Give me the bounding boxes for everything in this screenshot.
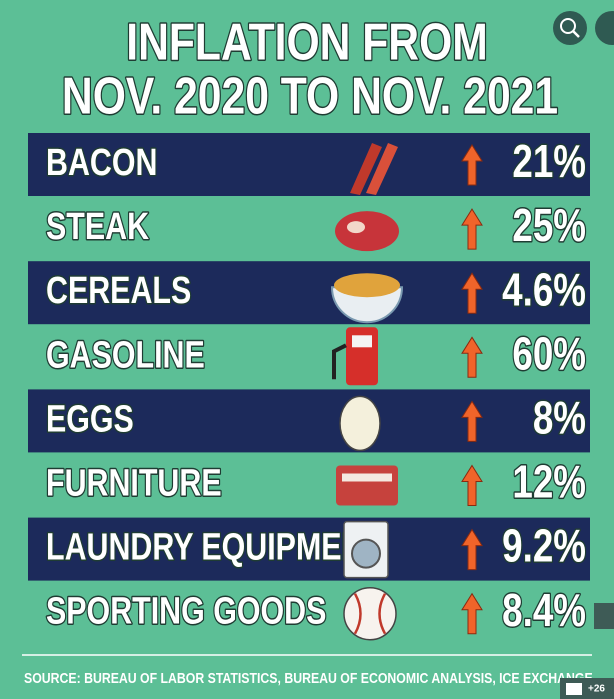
row-label: STEAK <box>46 206 149 248</box>
icon <box>347 221 365 234</box>
icon <box>332 343 347 380</box>
title: NOV. 2020 TO NOV. 2021 <box>62 68 558 126</box>
source: SOURCE: BUREAU OF LABOR STATISTICS, BURE… <box>24 670 593 686</box>
camera-icon <box>566 683 582 695</box>
row-band <box>28 133 590 196</box>
row: SPORTING GOODS 8.4% <box>45 583 588 641</box>
row-label-group: CEREALS <box>45 269 193 314</box>
icon <box>352 335 372 348</box>
row: BACON 21% <box>28 133 590 196</box>
row-value-group: 4.6% <box>501 262 588 317</box>
row-value-group: 9.2% <box>501 518 588 573</box>
row-value: 12% <box>512 456 586 508</box>
row-value: 9.2% <box>502 520 586 572</box>
zoom-out-button[interactable] <box>595 11 614 45</box>
row-band <box>28 261 590 325</box>
up-arrow <box>461 208 483 250</box>
row-label-group: EGGS <box>45 397 136 442</box>
row: GASOLINE 60% <box>45 326 587 386</box>
row-value-group: 12% <box>511 454 587 509</box>
icon <box>330 286 404 324</box>
row-label: CEREALS <box>46 270 191 312</box>
row-label-group: LAUNDRY EQUIPMENT <box>45 525 384 570</box>
row: FURNITURE 12% <box>45 454 588 509</box>
icon <box>339 395 381 452</box>
up-arrow <box>461 528 483 571</box>
row: EGGS 8% <box>28 389 590 453</box>
row-band <box>28 389 590 453</box>
row-label-group: STEAK <box>45 205 151 250</box>
row-value-group: 25% <box>511 198 587 253</box>
row-value: 8.4% <box>502 584 586 636</box>
title-line: INFLATION FROM <box>125 12 489 73</box>
up-arrow <box>461 272 483 314</box>
row-label-group: FURNITURE <box>45 461 223 506</box>
row-value-group: 8% <box>531 390 587 445</box>
row-value: 4.6% <box>502 263 586 315</box>
up-arrow <box>461 464 483 506</box>
row-value-group: 21% <box>511 134 587 189</box>
title-line: NOV. 2020 TO NOV. 2021 <box>61 66 560 127</box>
row: CEREALS 4.6% <box>28 261 590 325</box>
up-arrow <box>461 592 483 635</box>
row-label: BACON <box>46 142 157 184</box>
row-label: SPORTING GOODS <box>46 591 326 633</box>
up-arrow <box>461 144 483 186</box>
icon <box>366 143 398 195</box>
row-label: GASOLINE <box>46 334 205 376</box>
row: LAUNDRY EQUIPMENT 9.2% <box>28 517 590 581</box>
row-value: 21% <box>512 135 586 187</box>
icon <box>342 473 392 482</box>
icon <box>350 143 382 195</box>
row-value: 8% <box>533 392 586 444</box>
zoom-icon <box>572 30 580 38</box>
share-button[interactable] <box>594 603 614 629</box>
row: STEAK 25% <box>45 198 588 253</box>
icon <box>351 538 381 569</box>
row-value-group: 8.4% <box>501 583 588 638</box>
title: INFLATION FROM <box>126 14 488 72</box>
source-line: SOURCE: BUREAU OF LABOR STATISTICS, BURE… <box>24 670 593 686</box>
rows: BACON 21% STEAK 25% CEREALS 4.6% GASOLINE 60% EG… <box>28 133 590 641</box>
up-arrow <box>461 400 483 442</box>
row-value-group: 60% <box>511 326 587 381</box>
row-label-group: GASOLINE <box>45 333 206 378</box>
icon <box>353 593 387 635</box>
zoom-icon <box>560 18 576 34</box>
row-label: EGGS <box>46 398 134 440</box>
icon <box>335 211 399 252</box>
row-value: 25% <box>512 199 586 251</box>
row-label: LAUNDRY EQUIPMENT <box>46 527 382 569</box>
row-label-group: SPORTING GOODS <box>45 589 328 634</box>
icon <box>334 273 400 298</box>
icon <box>343 586 397 641</box>
icon <box>336 465 398 506</box>
row-label-group: BACON <box>45 141 159 186</box>
photo-count: +26 <box>588 684 605 695</box>
row-value: 60% <box>512 327 586 379</box>
zoom-button[interactable] <box>553 11 587 45</box>
row-band <box>28 517 590 581</box>
row-label: FURNITURE <box>46 462 222 504</box>
up-arrow <box>461 336 483 378</box>
